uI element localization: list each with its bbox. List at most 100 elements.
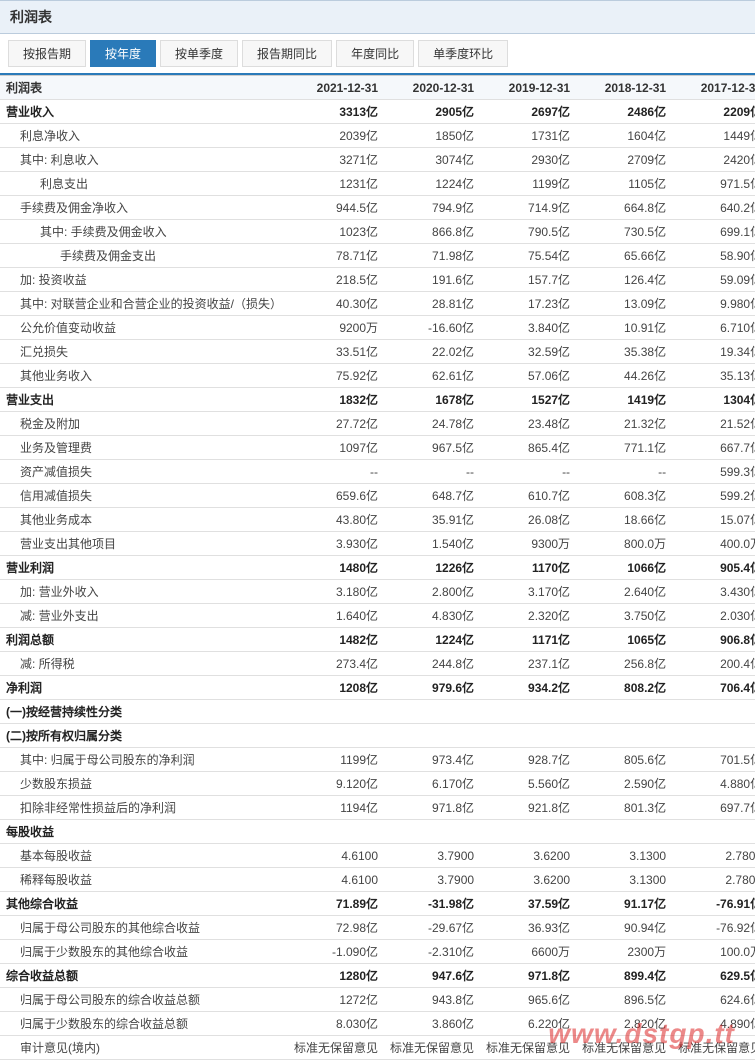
cell-value: 3.7900	[384, 844, 480, 868]
cell-value: 37.59亿	[480, 892, 576, 916]
cell-value: -16.60亿	[384, 316, 480, 340]
cell-value: 706.4亿	[672, 676, 755, 700]
cell-value: 947.6亿	[384, 964, 480, 988]
table-row: 少数股东损益9.120亿6.170亿5.560亿2.590亿4.880亿	[0, 772, 755, 796]
cell-value: 6.710亿	[672, 316, 755, 340]
row-label: 利润总额	[0, 628, 288, 652]
cell-value: 1304亿	[672, 388, 755, 412]
row-label: 稀释每股收益	[0, 868, 288, 892]
cell-value: 43.80亿	[288, 508, 384, 532]
col-date-3: 2019-12-31	[480, 76, 576, 100]
cell-value: 6.220亿	[480, 1012, 576, 1036]
row-label: 营业支出其他项目	[0, 532, 288, 556]
cell-value: 3.1300	[576, 844, 672, 868]
cell-value: 24.78亿	[384, 412, 480, 436]
cell-value: 6.170亿	[384, 772, 480, 796]
cell-value: 1272亿	[288, 988, 384, 1012]
cell-value: 4.830亿	[384, 604, 480, 628]
table-row: 加: 投资收益218.5亿191.6亿157.7亿126.4亿59.09亿	[0, 268, 755, 292]
cell-value: --	[576, 460, 672, 484]
cell-value: 659.6亿	[288, 484, 384, 508]
tab-1[interactable]: 按年度	[90, 40, 156, 67]
row-label: 基本每股收益	[0, 844, 288, 868]
row-label: 利息净收入	[0, 124, 288, 148]
cell-value: 1482亿	[288, 628, 384, 652]
tab-5[interactable]: 单季度环比	[418, 40, 508, 67]
cell-value: 943.8亿	[384, 988, 480, 1012]
cell-value: 1105亿	[576, 172, 672, 196]
cell-value	[480, 700, 576, 724]
cell-value: 1065亿	[576, 628, 672, 652]
table-row: 其中: 利息收入3271亿3074亿2930亿2709亿2420亿	[0, 148, 755, 172]
cell-value: 17.23亿	[480, 292, 576, 316]
cell-value: 35.38亿	[576, 340, 672, 364]
cell-value	[288, 820, 384, 844]
row-label: 归属于母公司股东的综合收益总额	[0, 988, 288, 1012]
cell-value: 27.72亿	[288, 412, 384, 436]
cell-value: 3.840亿	[480, 316, 576, 340]
tab-0[interactable]: 按报告期	[8, 40, 86, 67]
tab-2[interactable]: 按单季度	[160, 40, 238, 67]
row-label: 资产减值损失	[0, 460, 288, 484]
row-label: 信用减值损失	[0, 484, 288, 508]
row-label: 加: 投资收益	[0, 268, 288, 292]
row-label: 手续费及佣金净收入	[0, 196, 288, 220]
cell-value: 866.8亿	[384, 220, 480, 244]
cell-value: 2420亿	[672, 148, 755, 172]
table-row: 综合收益总额1280亿947.6亿971.8亿899.4亿629.5亿	[0, 964, 755, 988]
cell-value: 640.2亿	[672, 196, 755, 220]
cell-value	[672, 724, 755, 748]
table-row: (二)按所有权归属分类	[0, 724, 755, 748]
row-label: 汇兑损失	[0, 340, 288, 364]
cell-value: 3.750亿	[576, 604, 672, 628]
cell-value: 794.9亿	[384, 196, 480, 220]
row-label: 净利润	[0, 676, 288, 700]
row-label: 减: 所得税	[0, 652, 288, 676]
cell-value: 3.860亿	[384, 1012, 480, 1036]
cell-value: 2039亿	[288, 124, 384, 148]
cell-value: 965.6亿	[480, 988, 576, 1012]
cell-value: 3271亿	[288, 148, 384, 172]
cell-value: 90.94亿	[576, 916, 672, 940]
cell-value	[576, 700, 672, 724]
table-row: 归属于少数股东的综合收益总额8.030亿3.860亿6.220亿2.820亿4.…	[0, 1012, 755, 1036]
cell-value: 1199亿	[480, 172, 576, 196]
cell-value: 32.59亿	[480, 340, 576, 364]
table-row: 营业支出1832亿1678亿1527亿1419亿1304亿	[0, 388, 755, 412]
cell-value: 2.820亿	[576, 1012, 672, 1036]
table-row: 营业支出其他项目3.930亿1.540亿9300万800.0万400.0万	[0, 532, 755, 556]
row-label: 少数股东损益	[0, 772, 288, 796]
cell-value: --	[384, 460, 480, 484]
cell-value: 865.4亿	[480, 436, 576, 460]
cell-value: 967.5亿	[384, 436, 480, 460]
cell-value	[288, 700, 384, 724]
cell-value: 808.2亿	[576, 676, 672, 700]
table-row: 审计意见(境内)标准无保留意见标准无保留意见标准无保留意见标准无保留意见标准无保…	[0, 1036, 755, 1060]
cell-value: 9.120亿	[288, 772, 384, 796]
cell-value: 1224亿	[384, 628, 480, 652]
cell-value: 71.89亿	[288, 892, 384, 916]
tab-4[interactable]: 年度同比	[336, 40, 414, 67]
cell-value: 237.1亿	[480, 652, 576, 676]
table-row: 汇兑损失33.51亿22.02亿32.59亿35.38亿19.34亿	[0, 340, 755, 364]
cell-value: 9300万	[480, 532, 576, 556]
cell-value: 2.590亿	[576, 772, 672, 796]
cell-value: 273.4亿	[288, 652, 384, 676]
table-row: (一)按经营持续性分类	[0, 700, 755, 724]
cell-value: 2209亿	[672, 100, 755, 124]
cell-value	[384, 700, 480, 724]
cell-value: 21.52亿	[672, 412, 755, 436]
cell-value: 400.0万	[672, 532, 755, 556]
cell-value: -2.310亿	[384, 940, 480, 964]
cell-value: 1832亿	[288, 388, 384, 412]
tab-3[interactable]: 报告期同比	[242, 40, 332, 67]
row-label: 归属于少数股东的综合收益总额	[0, 1012, 288, 1036]
table-row: 手续费及佣金支出78.71亿71.98亿75.54亿65.66亿58.90亿	[0, 244, 755, 268]
cell-value: 934.2亿	[480, 676, 576, 700]
cell-value: 22.02亿	[384, 340, 480, 364]
cell-value: 906.8亿	[672, 628, 755, 652]
table-row: 减: 营业外支出1.640亿4.830亿2.320亿3.750亿2.030亿	[0, 604, 755, 628]
cell-value: 899.4亿	[576, 964, 672, 988]
cell-value: 701.5亿	[672, 748, 755, 772]
row-label: (一)按经营持续性分类	[0, 700, 288, 724]
